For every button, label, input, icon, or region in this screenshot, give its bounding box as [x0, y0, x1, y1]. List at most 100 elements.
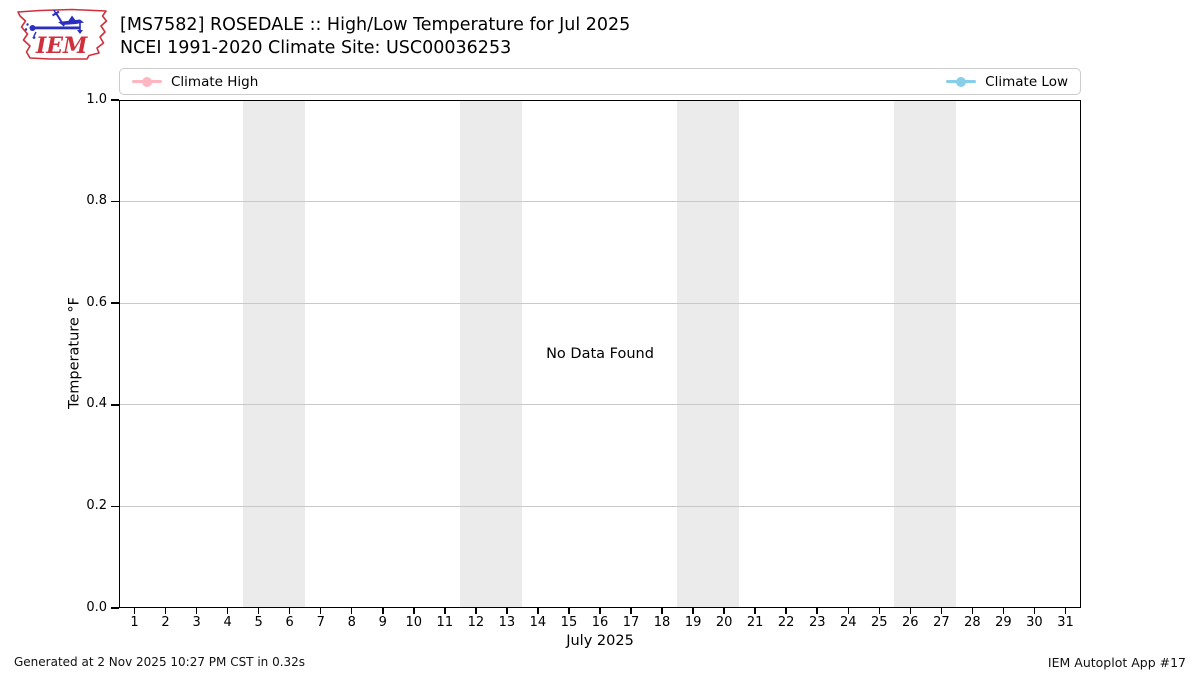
x-tick-mark	[909, 608, 912, 614]
x-tick-label: 4	[223, 615, 232, 630]
x-tick-label: 11	[436, 615, 454, 630]
x-tick-mark	[816, 608, 818, 614]
x-tick-mark	[382, 608, 384, 614]
chart-title: [MS7582] ROSEDALE :: High/Low Temperatur…	[120, 15, 631, 35]
x-tick-label: 19	[684, 615, 702, 630]
gridline	[120, 201, 1080, 203]
iem-logo-text: IEM	[35, 33, 88, 59]
y-tick-label: 0.6	[86, 294, 107, 310]
generated-timestamp: Generated at 2 Nov 2025 10:27 PM CST in …	[14, 655, 306, 669]
y-tick-mark	[111, 404, 119, 406]
iowa-outline-icon	[17, 8, 108, 60]
x-tick-label: 12	[467, 615, 485, 630]
x-tick-mark	[723, 608, 725, 614]
app-credit: IEM Autoplot App #17	[1047, 655, 1186, 670]
x-tick-mark	[350, 608, 353, 614]
legend: Climate High Climate Low	[119, 68, 1081, 95]
x-tick-mark	[226, 608, 229, 614]
x-tick-label: 7	[316, 615, 325, 630]
x-tick-mark	[661, 608, 663, 614]
x-axis-title: July 2025	[566, 633, 634, 649]
climate-low-marker-icon	[946, 76, 977, 88]
y-tick-mark	[111, 505, 119, 508]
x-tick-mark	[506, 608, 508, 614]
x-tick-label: 21	[746, 615, 764, 630]
weekend-band	[242, 101, 305, 607]
weekend-band	[894, 101, 957, 607]
x-tick-label: 6	[285, 615, 294, 630]
x-tick-label: 5	[254, 615, 263, 630]
x-tick-mark	[754, 608, 756, 614]
x-tick-label: 10	[405, 615, 423, 630]
x-tick-label: 20	[715, 615, 733, 630]
y-tick-label: 0.4	[86, 396, 107, 412]
x-tick-mark	[164, 608, 167, 614]
x-tick-label: 29	[995, 615, 1012, 630]
x-tick-label: 31	[1057, 615, 1074, 630]
no-data-message: No Data Found	[546, 346, 654, 362]
x-tick-mark	[319, 608, 322, 614]
x-tick-mark	[537, 608, 539, 614]
x-tick-mark	[133, 608, 136, 614]
iem-logo: IEM	[17, 8, 108, 60]
chart-subtitle: NCEI 1991-2020 Climate Site: USC00036253	[120, 38, 512, 58]
climate-high-marker-icon	[132, 76, 162, 88]
x-tick-label: 23	[808, 615, 826, 630]
x-tick-label: 26	[902, 615, 919, 630]
x-tick-mark	[195, 608, 198, 614]
weekend-band	[677, 101, 740, 607]
x-tick-mark	[475, 608, 477, 614]
x-tick-mark	[847, 608, 849, 614]
chart-header: [MS7582] ROSEDALE :: High/Low Temperatur…	[120, 14, 630, 60]
x-tick-label: 24	[839, 615, 857, 630]
legend-label-climate-low: Climate Low	[985, 73, 1068, 90]
x-tick-mark	[444, 608, 446, 614]
x-tick-label: 9	[378, 615, 387, 630]
x-tick-label: 2	[161, 615, 170, 630]
x-tick-label: 14	[529, 615, 547, 630]
y-tick-label: 0.2	[86, 497, 107, 513]
y-tick-label: 0.0	[86, 599, 107, 615]
x-tick-label: 30	[1026, 615, 1043, 630]
x-tick-label: 1	[130, 615, 139, 630]
x-tick-label: 25	[871, 615, 888, 630]
x-tick-label: 17	[622, 615, 640, 630]
legend-item-climate-high: Climate High	[132, 74, 258, 90]
x-tick-mark	[599, 608, 601, 614]
x-tick-label: 15	[560, 615, 578, 630]
x-tick-mark	[257, 608, 260, 614]
gridline	[120, 302, 1080, 304]
x-tick-mark	[1033, 608, 1036, 614]
plot-area: No Data Found	[119, 100, 1081, 608]
x-tick-mark	[413, 608, 415, 614]
x-tick-label: 27	[933, 615, 950, 630]
x-tick-mark	[785, 608, 787, 614]
y-tick-mark	[111, 607, 119, 609]
y-tick-label: 1.0	[86, 91, 107, 107]
x-tick-mark	[878, 608, 881, 614]
x-tick-label: 8	[347, 615, 356, 630]
x-tick-label: 22	[777, 615, 795, 630]
x-tick-mark	[692, 608, 694, 614]
x-tick-label: 13	[498, 615, 516, 630]
gridline	[120, 505, 1080, 507]
gridline	[120, 404, 1080, 406]
x-tick-mark	[630, 608, 632, 614]
weather-station-icon	[24, 9, 84, 39]
x-tick-label: 18	[653, 615, 671, 630]
y-tick-mark	[111, 200, 119, 203]
y-tick-mark	[111, 99, 119, 101]
x-tick-mark	[1002, 608, 1005, 614]
x-tick-mark	[940, 608, 943, 614]
y-tick-mark	[111, 302, 119, 304]
y-tick-label: 0.8	[86, 193, 107, 209]
x-tick-mark	[568, 608, 570, 614]
x-tick-label: 28	[964, 615, 981, 630]
legend-label-climate-high: Climate High	[171, 73, 259, 90]
x-tick-mark	[971, 608, 974, 614]
weekend-band	[459, 101, 522, 607]
x-tick-mark	[1064, 608, 1067, 614]
x-tick-mark	[288, 608, 291, 614]
legend-item-climate-low: Climate Low	[946, 74, 1068, 90]
